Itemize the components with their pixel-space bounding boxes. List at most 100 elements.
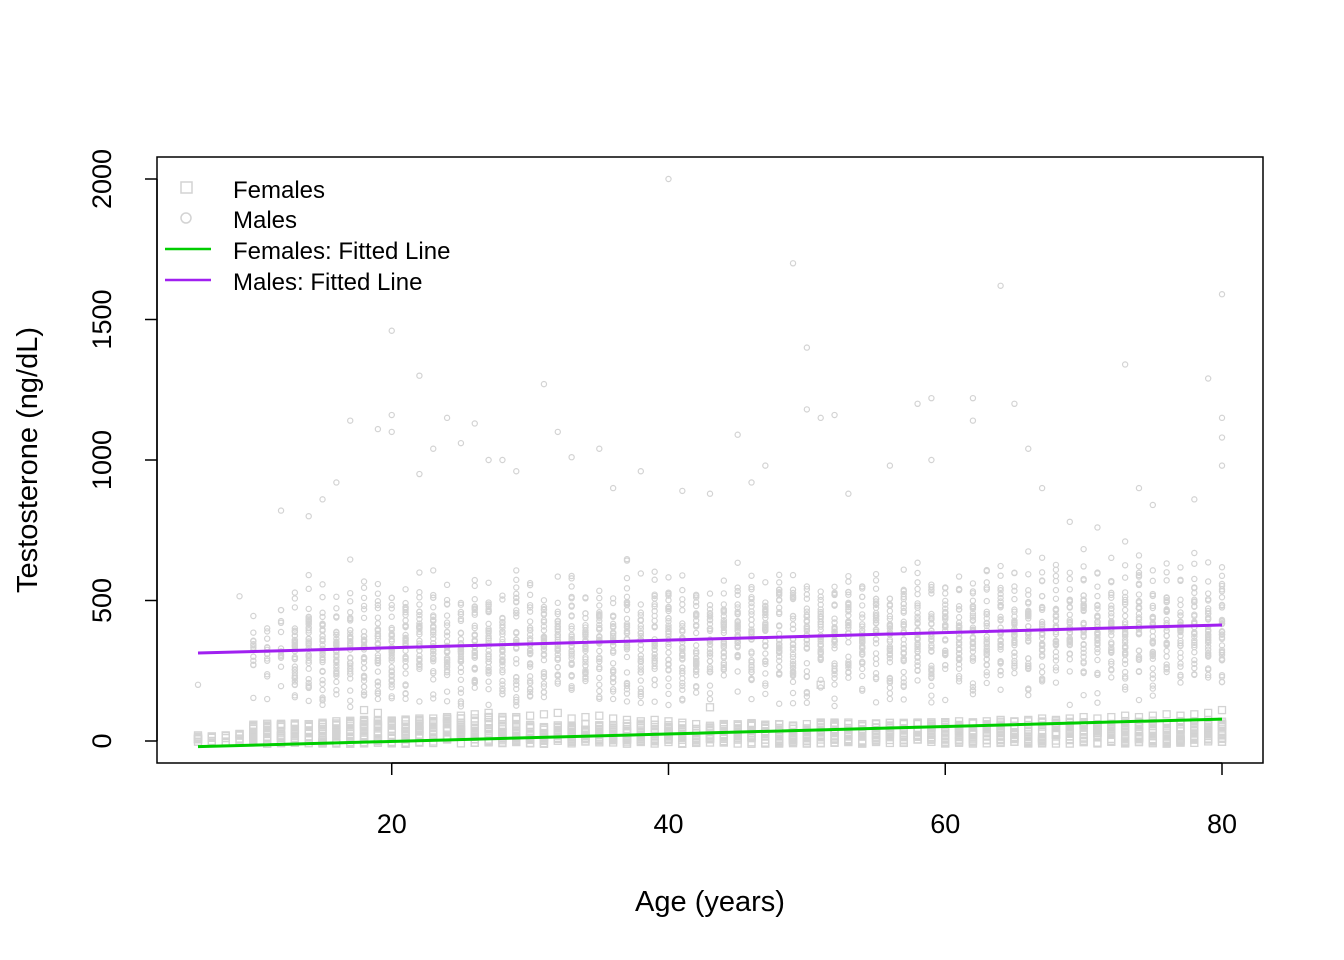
male-point	[942, 651, 949, 659]
male-point	[568, 686, 575, 693]
male-point	[374, 695, 382, 703]
male-point	[679, 596, 686, 603]
male-point	[623, 642, 631, 649]
female-point	[1134, 727, 1144, 736]
male-point	[900, 675, 907, 682]
male-point	[942, 590, 949, 597]
male-point	[1025, 664, 1032, 672]
male-point	[817, 640, 824, 648]
male-point	[540, 603, 548, 611]
male-point	[997, 586, 1004, 594]
male-point	[789, 644, 797, 651]
male-point	[789, 658, 797, 665]
female-point	[1217, 705, 1227, 715]
male-point	[762, 660, 769, 668]
male-point	[347, 417, 354, 424]
male-point	[886, 675, 894, 682]
male-point	[1149, 682, 1157, 689]
male-point	[831, 695, 838, 702]
male-point	[305, 624, 312, 631]
female-point	[775, 719, 784, 729]
male-point	[402, 586, 409, 593]
male-point	[319, 654, 326, 662]
male-point	[499, 596, 506, 603]
male-point	[1052, 642, 1060, 649]
male-point	[360, 688, 368, 696]
male-point	[775, 640, 783, 648]
male-point	[914, 666, 921, 674]
male-point	[734, 688, 741, 695]
female-point	[359, 728, 369, 737]
legend-key-females-square	[180, 181, 193, 194]
male-point	[1108, 578, 1115, 586]
male-point	[1149, 692, 1157, 699]
male-point	[942, 662, 949, 669]
male-point	[775, 623, 783, 630]
female-point	[1079, 729, 1088, 738]
male-point	[471, 651, 478, 659]
male-point	[1038, 484, 1046, 492]
male-point	[637, 688, 645, 696]
male-point	[540, 611, 548, 618]
male-point	[886, 462, 894, 469]
male-point	[748, 666, 755, 673]
male-point	[596, 655, 603, 663]
male-point	[651, 592, 658, 600]
male-point	[596, 587, 603, 595]
male-point	[1149, 640, 1157, 647]
male-point	[1177, 642, 1184, 649]
male-point	[305, 651, 312, 658]
male-point	[1177, 673, 1184, 680]
male-point	[333, 639, 340, 646]
male-point	[457, 700, 465, 707]
male-point	[499, 666, 506, 674]
male-point	[1149, 501, 1157, 509]
male-point	[720, 649, 728, 657]
male-point	[333, 691, 340, 698]
male-point	[942, 647, 949, 654]
male-point	[609, 679, 617, 686]
male-point	[817, 684, 824, 691]
male-point	[748, 599, 755, 607]
male-point	[803, 608, 811, 615]
male-point	[817, 588, 824, 595]
male-point	[1177, 639, 1184, 647]
male-point	[416, 589, 423, 596]
male-point	[720, 664, 728, 671]
female-point	[498, 714, 507, 723]
male-point	[748, 616, 755, 623]
male-point	[1204, 649, 1212, 657]
male-point	[886, 695, 894, 703]
male-point	[443, 612, 451, 619]
female-point	[608, 738, 618, 747]
male-point	[900, 668, 907, 676]
female-point	[498, 728, 507, 737]
male-point	[1025, 623, 1032, 630]
male-point	[1121, 574, 1129, 581]
y-tick-label-1000: 1000	[87, 430, 117, 490]
male-point	[554, 573, 561, 580]
male-point	[872, 635, 880, 643]
male-point	[430, 635, 437, 642]
female-point	[318, 737, 327, 746]
male-point	[485, 608, 492, 616]
male-point	[430, 654, 437, 661]
male-point	[955, 678, 963, 685]
male-point	[1038, 653, 1046, 660]
male-point	[305, 675, 312, 683]
male-point	[1025, 686, 1032, 694]
male-point	[983, 566, 990, 574]
male-point	[789, 641, 797, 648]
male-point	[1025, 548, 1032, 555]
male-point	[582, 621, 589, 629]
male-point	[416, 631, 423, 638]
female-point	[456, 720, 466, 729]
male-point	[775, 590, 783, 597]
male-point	[596, 687, 603, 695]
male-point	[679, 686, 686, 693]
male-point	[623, 682, 631, 690]
male-point	[1011, 657, 1018, 665]
male-point	[374, 625, 382, 633]
female-point	[304, 719, 313, 729]
male-point	[388, 428, 395, 436]
